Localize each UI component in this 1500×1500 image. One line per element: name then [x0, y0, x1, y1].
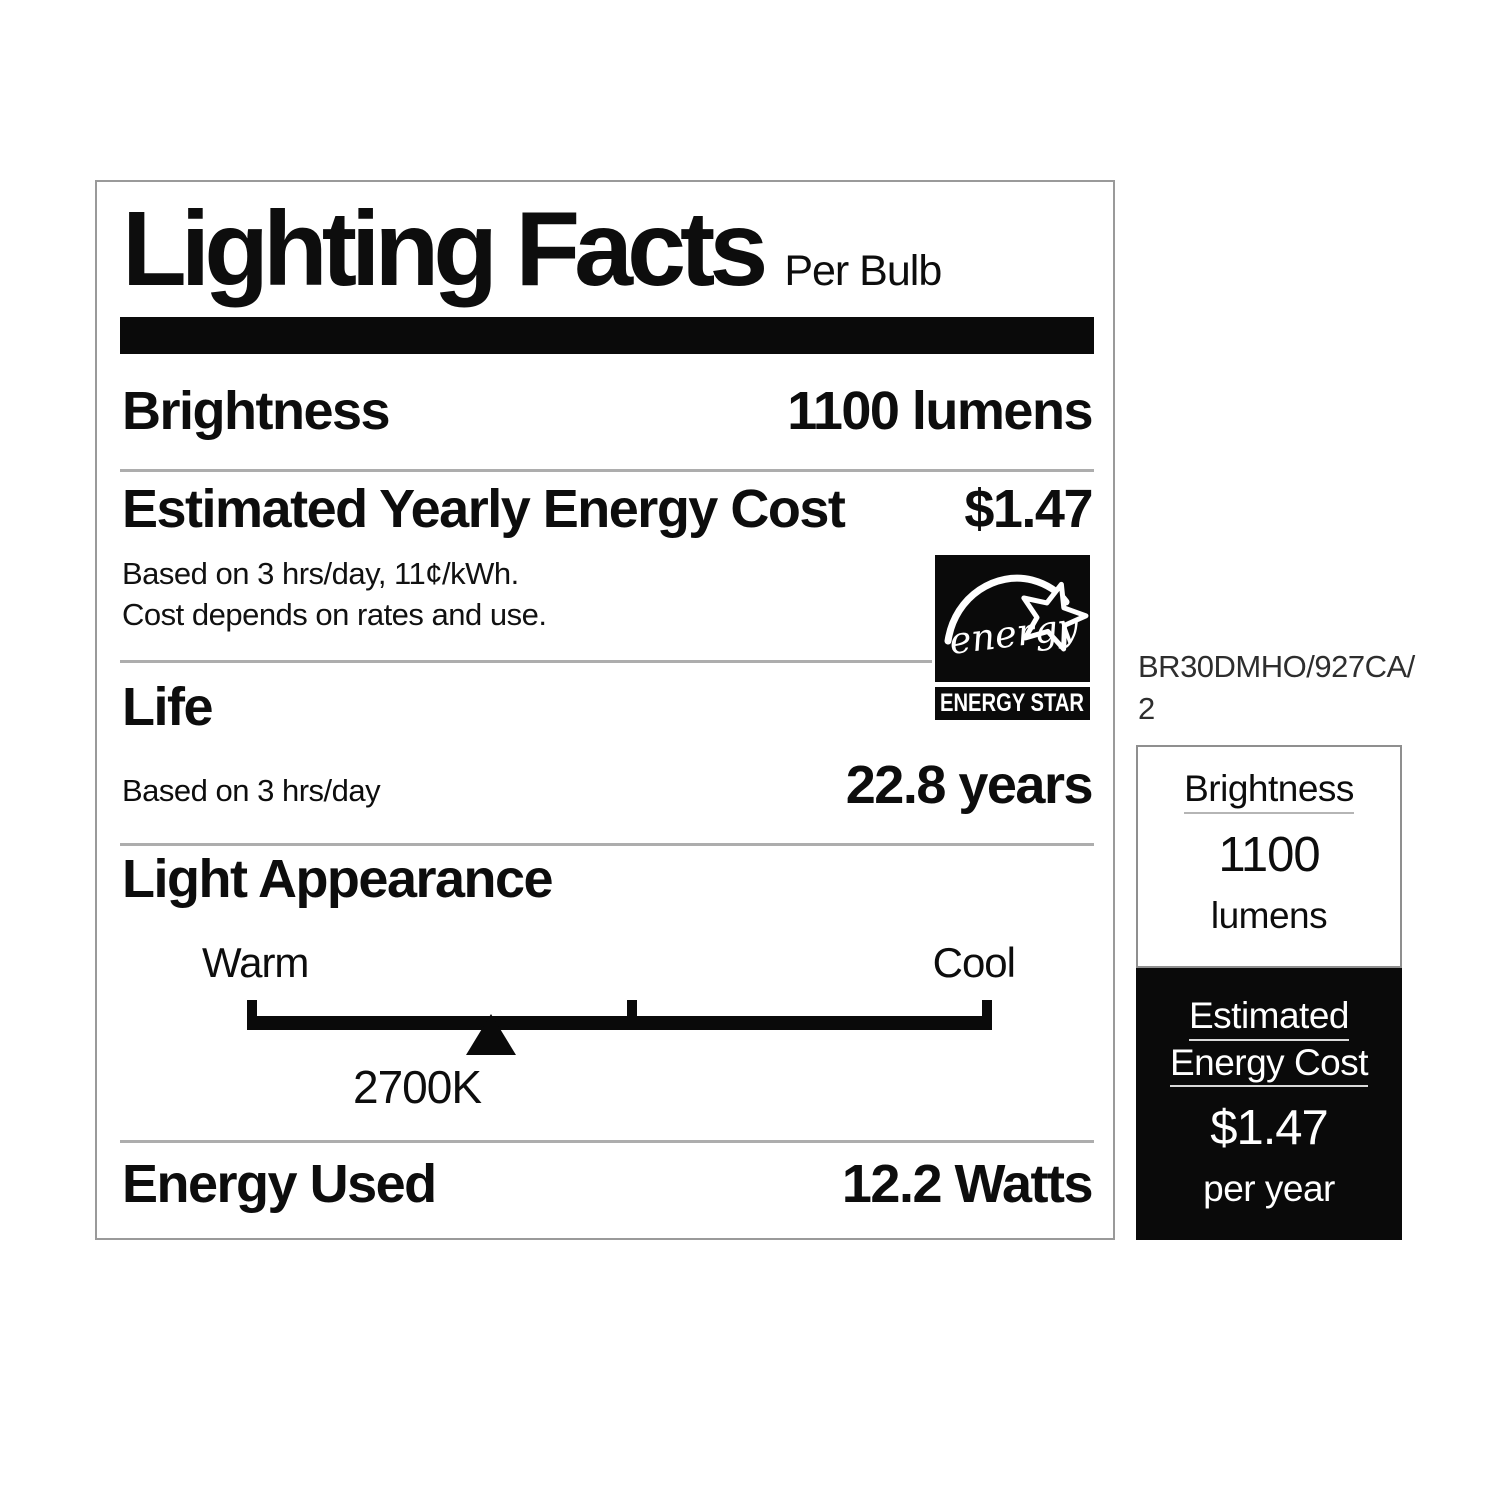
row-divider	[120, 660, 932, 663]
energy-cost-label: Estimated Yearly Energy Cost	[122, 479, 846, 539]
brightness-card-heading: Brightness	[1184, 767, 1354, 814]
header-divider-bar	[120, 317, 1094, 354]
energy-cost-footnote: Based on 3 hrs/day, 11¢/kWh. Cost depend…	[122, 554, 882, 636]
card-heading: Brightness	[1138, 767, 1400, 814]
row-divider	[120, 469, 1094, 472]
life-footnote: Based on 3 hrs/day	[122, 773, 381, 808]
energy-star-logo: energy ENERGY STAR	[935, 555, 1090, 720]
energy-cost-summary-card: Estimated Energy Cost $1.47 per year	[1136, 968, 1402, 1240]
warm-label: Warm	[202, 939, 309, 986]
temperature-value: 2700K	[352, 1061, 482, 1113]
brightness-card-unit: lumens	[1210, 894, 1328, 936]
scale-left-tick	[247, 1000, 257, 1030]
cost-card-value: $1.47	[1210, 1101, 1329, 1156]
scale-right-tick	[982, 1000, 992, 1030]
energy-cost-row: Estimated Yearly Energy Cost $1.47	[122, 479, 1093, 539]
label-subtitle: Per Bulb	[784, 247, 942, 295]
card-heading: Estimated Energy Cost	[1136, 994, 1402, 1088]
cost-card-heading-line-2: Energy Cost	[1169, 1041, 1369, 1088]
cost-card-heading-line-1: Estimated	[1188, 994, 1350, 1041]
energy-used-label: Energy Used	[122, 1154, 437, 1214]
life-row: Based on 3 hrs/day 22.8 years	[122, 752, 1094, 815]
color-temperature-scale	[247, 1000, 992, 1030]
temperature-marker-triangle	[466, 1014, 516, 1055]
energy-used-value: 12.2 Watts	[841, 1154, 1094, 1214]
row-divider	[120, 843, 1094, 846]
lighting-facts-label: Lighting Facts Per Bulb Brightness 1100 …	[95, 180, 1115, 1240]
brightness-value: 1100 lumens	[787, 381, 1093, 441]
product-code: BR30DMHO/927CA/ 2	[1138, 646, 1418, 729]
brightness-label: Brightness	[122, 381, 391, 441]
life-value: 22.8 years	[845, 755, 1094, 815]
brightness-summary-card: Brightness 1100 lumens	[1136, 745, 1402, 968]
energy-star-caption: ENERGY STAR	[940, 689, 1084, 717]
product-code-line-2: 2	[1138, 690, 1155, 726]
life-label: Life	[122, 677, 214, 737]
footnote-line-2: Cost depends on rates and use.	[122, 596, 547, 632]
scale-mid-tick	[626, 1000, 637, 1030]
label-header: Lighting Facts Per Bulb	[122, 190, 942, 308]
brightness-card-value: 1100	[1218, 827, 1320, 882]
label-title: Lighting Facts	[122, 190, 768, 308]
scale-bar	[247, 1016, 992, 1030]
product-code-line-1: BR30DMHO/927CA/	[1138, 649, 1415, 684]
cost-card-unit: per year	[1203, 1168, 1335, 1210]
energy-used-row: Energy Used 12.2 Watts	[122, 1154, 1094, 1214]
energy-cost-value: $1.47	[964, 479, 1093, 539]
energy-star-icon: energy ENERGY STAR	[935, 555, 1090, 720]
light-appearance-label: Light Appearance	[122, 849, 554, 909]
brightness-row: Brightness 1100 lumens	[122, 381, 1093, 441]
cool-label: Cool	[932, 939, 1016, 986]
row-divider	[120, 1140, 1094, 1143]
footnote-line-1: Based on 3 hrs/day, 11¢/kWh.	[122, 556, 519, 591]
